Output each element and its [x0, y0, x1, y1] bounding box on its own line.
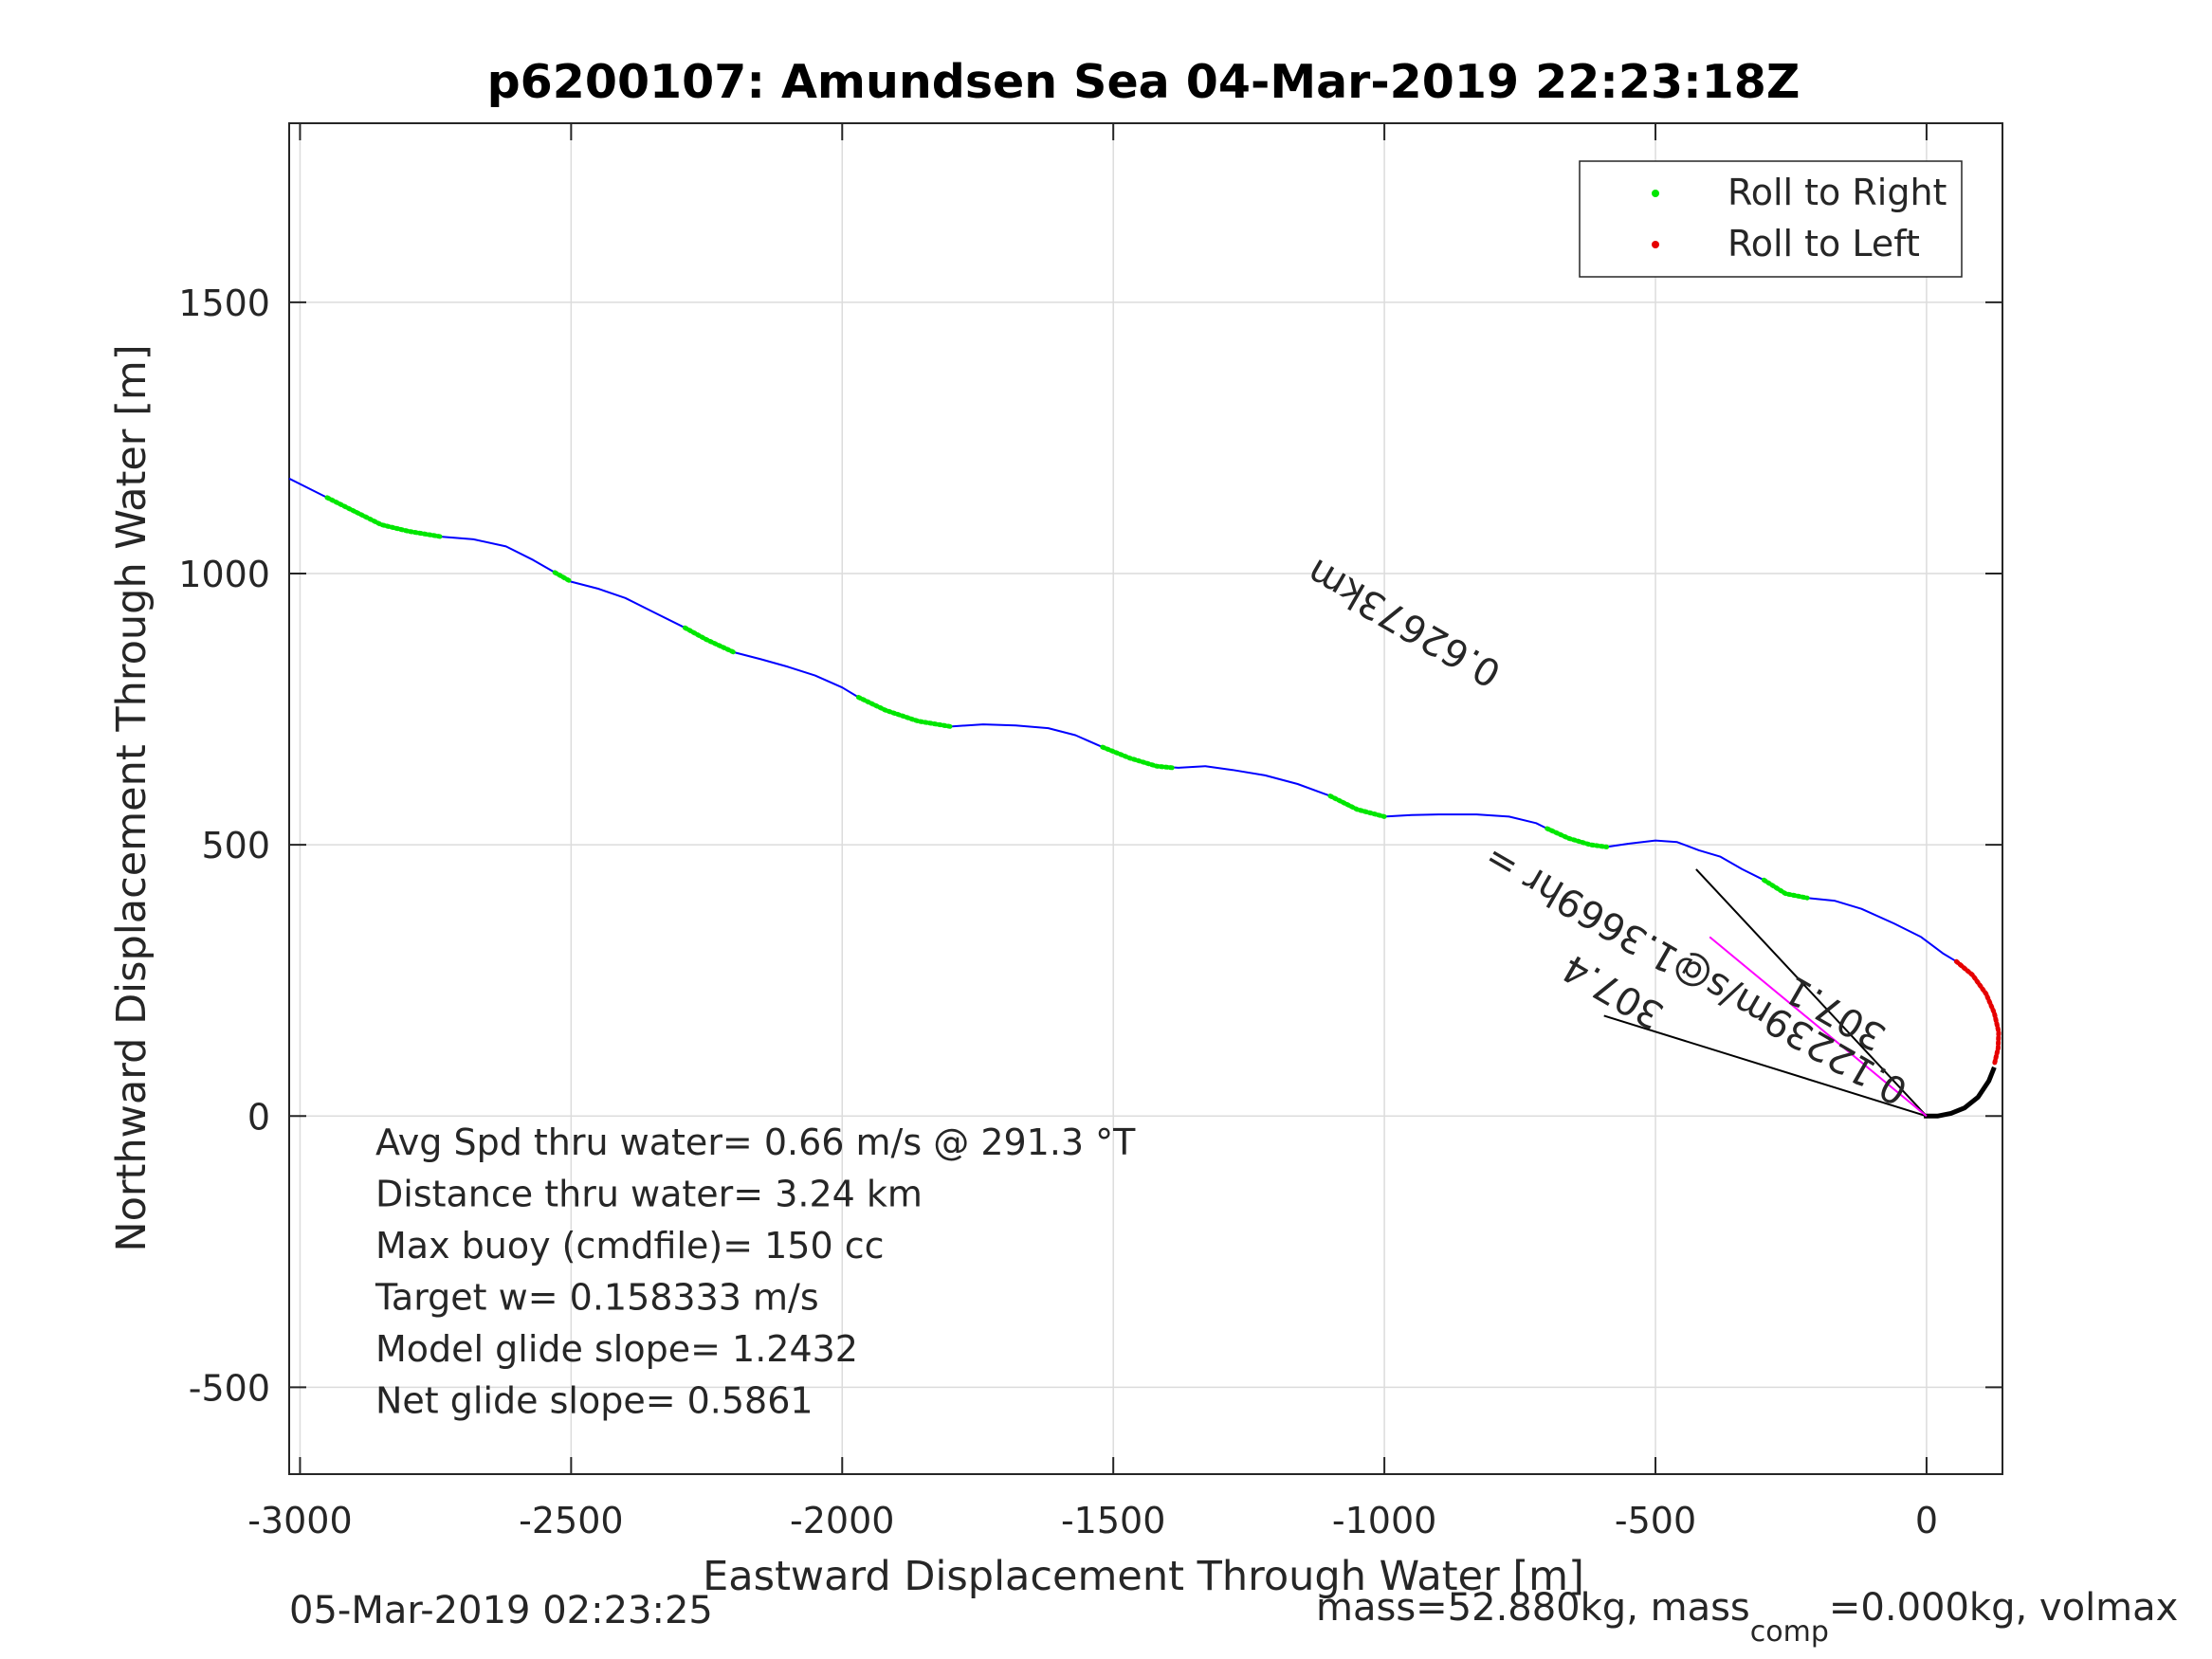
footer-mass-subscript: comp	[1750, 1615, 1829, 1649]
legend: Roll to Right Roll to Left	[1579, 160, 1963, 278]
stats-line: Distance thru water= 3.24 km	[375, 1174, 923, 1215]
footer-mass-rest: =0.000kg, volmax	[1829, 1586, 2178, 1630]
legend-marker-roll-left	[1652, 241, 1659, 248]
roll-left-segment	[1953, 958, 2002, 1067]
roll-right-segment	[1100, 744, 1176, 771]
x-tick-label: -1000	[1332, 1500, 1436, 1541]
legend-label-roll-right: Roll to Right	[1728, 172, 1947, 213]
x-tick-label: -2500	[519, 1500, 623, 1541]
y-tick-label: 1500	[178, 283, 270, 324]
stats-text: Avg Spd thru water= 0.66 m/s @ 291.3 °T D…	[375, 1121, 1136, 1422]
roll-right-segment	[855, 695, 954, 729]
stats-line: Avg Spd thru water= 0.66 m/s @ 291.3 °T	[375, 1121, 1136, 1163]
x-tick-label: -500	[1615, 1500, 1696, 1541]
footer-timestamp: 05-Mar-2019 02:23:25	[289, 1589, 713, 1632]
legend-label-roll-left: Roll to Left	[1728, 223, 1920, 264]
y-tick-label: -500	[189, 1367, 270, 1409]
roll-right-segment	[1545, 826, 1610, 849]
x-tick-label: -3000	[247, 1500, 352, 1541]
roll-right-segment	[1327, 793, 1387, 819]
tick-marks	[289, 123, 2002, 1474]
footer-mass-main: mass=52.880kg, mass	[1316, 1586, 1750, 1630]
grid-lines	[289, 123, 2002, 1474]
roll-right-segment	[324, 495, 444, 539]
x-axis-label: Eastward Displacement Through Water [m]	[703, 1553, 1584, 1600]
stats-line: Max buoy (cmdfile)= 150 cc	[375, 1225, 885, 1267]
plot-area	[288, 122, 2003, 1475]
x-tick-label: -1500	[1061, 1500, 1165, 1541]
roll-right-segment	[552, 570, 574, 585]
x-tick-label: -2000	[790, 1500, 894, 1541]
roll-right-segment	[682, 625, 737, 655]
annotation-line	[1709, 936, 1928, 1118]
y-tick-label: 1000	[178, 554, 270, 595]
y-tick-label: 500	[201, 825, 270, 866]
legend-marker-roll-right	[1652, 190, 1659, 197]
chart-title: p6200107: Amundsen Sea 04-Mar-2019 22:23…	[487, 55, 1801, 109]
footer-mass: mass=52.880kg, masscomp=0.000kg, volmax	[1316, 1586, 2178, 1649]
near-surface-line	[1924, 1066, 1997, 1119]
x-tick-label: 0	[1915, 1500, 1938, 1541]
stats-line: Model glide slope= 1.2432	[375, 1328, 858, 1370]
annotation-line	[1603, 1014, 1928, 1118]
annotation-line	[1695, 868, 1928, 1117]
roll-right-segment	[1761, 877, 1810, 901]
y-tick-label: 0	[247, 1096, 270, 1138]
legend-box	[1579, 160, 1963, 278]
y-axis-label: Northward Displacement Through Water [m]	[108, 344, 155, 1251]
tick-labels: -3000 -2500 -2000 -1500 -1000 -500 0 -500 0 500 10…	[178, 283, 1938, 1541]
stats-line: Target w= 0.158333 m/s	[375, 1277, 819, 1319]
series-layer	[288, 477, 2002, 1119]
stats-line: Net glide slope= 0.5861	[375, 1380, 814, 1422]
